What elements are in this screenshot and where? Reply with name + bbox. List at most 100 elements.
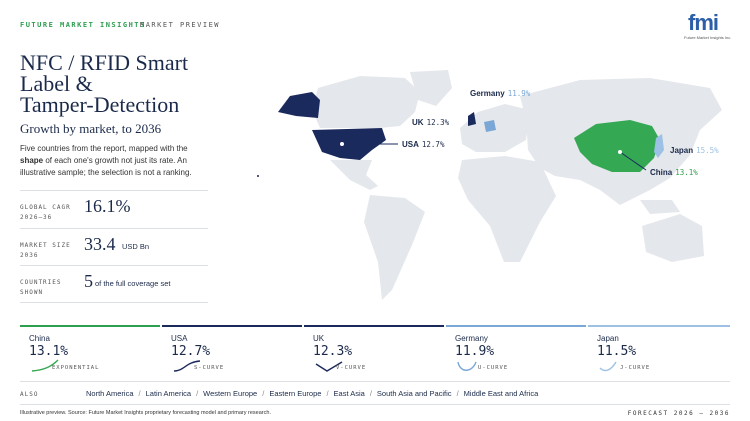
stat-unit: of the full coverage set: [95, 279, 171, 288]
title-line: Label &: [20, 71, 93, 96]
map-label: USA 12.7%: [402, 140, 444, 149]
region: Western Europe: [203, 389, 258, 398]
country-name: Japan: [670, 146, 694, 155]
card-border: [20, 325, 160, 327]
card-border: [588, 325, 730, 327]
description: Five countries from the report, mapped w…: [20, 143, 205, 179]
regions: North America / Latin America / Western Euro…: [86, 389, 538, 398]
footer-forecast: FORECAST 2026 – 2036: [627, 410, 730, 417]
stat-label: COUNTRIES: [20, 279, 62, 286]
region-separator: /: [138, 389, 141, 398]
map-label: China 13.1%: [650, 168, 698, 177]
dot: [340, 142, 344, 146]
alaska: [278, 92, 320, 118]
stat-label: MARKET SIZE: [20, 241, 71, 249]
card-curve: U-CURVE: [478, 365, 509, 371]
country-name: China: [650, 168, 673, 177]
card-name: China: [29, 334, 50, 343]
stat-label: 2026–36: [20, 214, 53, 221]
map-label: Japan 15.5%: [670, 146, 719, 155]
section: MARKET PREVIEW: [140, 21, 221, 29]
card-name: UK: [313, 334, 325, 343]
stat-unit: USD Bn: [122, 241, 150, 251]
country-name: Germany: [470, 89, 505, 98]
uk-shape: [468, 112, 476, 126]
card-name: USA: [171, 334, 188, 343]
card-value: 12.3%: [313, 344, 353, 359]
region-separator: /: [456, 389, 459, 398]
country-value: 12.7%: [421, 140, 445, 149]
region: Middle East and Africa: [463, 389, 539, 398]
curve-icon: [315, 361, 343, 372]
desc-text: Five countries from the report, mapped w…: [20, 144, 188, 153]
region: East Asia: [333, 389, 365, 398]
rule: [20, 228, 208, 229]
card-curve: EXPONENTIAL: [52, 365, 100, 371]
card-value: 13.1%: [29, 344, 69, 359]
country-name: UK: [412, 118, 424, 127]
card-curve: V-CURVE: [336, 365, 367, 371]
desc-text: of each one's growth not just its rate. …: [20, 156, 192, 177]
canada: [312, 76, 420, 128]
card-curve: S-CURVE: [194, 365, 225, 371]
curve-icon: [457, 361, 477, 371]
logo: fmi: [688, 10, 719, 35]
stat-label: SHOWN: [20, 289, 44, 296]
card-border: [304, 325, 444, 327]
country-name: USA: [402, 140, 419, 149]
map-label: UK 12.3%: [412, 118, 449, 127]
country-value: 13.1%: [675, 168, 698, 177]
card-name: Germany: [455, 334, 488, 343]
title-line: NFC / RFID Smart: [20, 50, 189, 75]
country-value: 12.3%: [426, 118, 450, 127]
card-value: 12.7%: [171, 344, 211, 359]
greenland: [410, 70, 452, 106]
stat-value: 16.1%: [84, 196, 131, 216]
leader-line: [619, 151, 647, 171]
curve-icon: [599, 361, 617, 372]
stat-label: GLOBAL CAGR: [20, 204, 71, 211]
region-separator: /: [262, 389, 265, 398]
stat-value: 5: [84, 271, 93, 291]
china-shape: [574, 120, 660, 172]
japan-shape: [654, 134, 664, 158]
also-label: ALSO: [20, 391, 39, 398]
footer-source: Illustrative preview. Source: Future Mar…: [20, 410, 271, 416]
curve-icons: [31, 359, 617, 372]
region: Latin America: [145, 389, 192, 398]
card-curve: J-CURVE: [620, 365, 651, 371]
card-value: 11.9%: [455, 344, 495, 359]
country-value: 11.9%: [507, 89, 531, 98]
germany-shape: [484, 120, 496, 132]
region-separator: /: [196, 389, 199, 398]
continents: [312, 70, 722, 300]
rule: [20, 190, 208, 191]
region-separator: /: [326, 389, 329, 398]
stat-value: 33.4: [84, 233, 116, 254]
region-separator: /: [369, 389, 372, 398]
stat-label: 2036: [20, 251, 39, 259]
curve-icon: [31, 359, 59, 372]
africa: [458, 156, 556, 262]
card-border: [446, 325, 586, 327]
map-label: Germany 11.9%: [470, 89, 530, 98]
australia: [642, 214, 704, 262]
south-america: [364, 195, 425, 300]
logo-sub: Future Market Insights Inc.: [684, 35, 732, 40]
rule: [20, 381, 730, 382]
dot: [618, 150, 622, 154]
card-name: Japan: [597, 334, 619, 343]
region: Eastern Europe: [269, 389, 322, 398]
subtitle: Growth by market, to 2036: [20, 121, 162, 136]
rule: [20, 404, 730, 405]
rule: [20, 265, 208, 266]
desc-bold: shape: [20, 156, 44, 165]
indonesia: [640, 200, 680, 214]
brand: FUTURE MARKET INSIGHTS: [20, 21, 146, 29]
rule: [20, 302, 208, 303]
curve-icon: [173, 360, 201, 372]
region: South Asia and Pacific: [376, 389, 452, 398]
card-value: 11.5%: [597, 344, 637, 359]
